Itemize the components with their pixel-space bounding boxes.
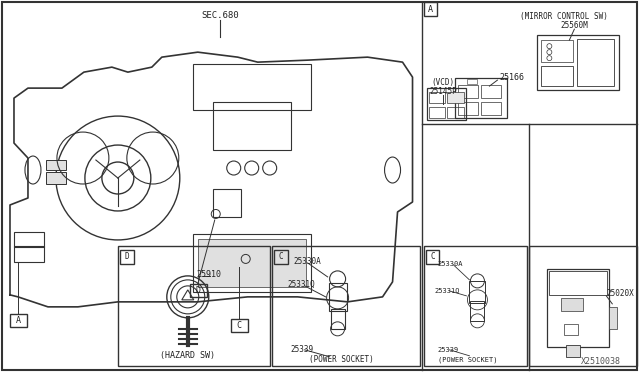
- Bar: [212, 189, 241, 217]
- Bar: [424, 2, 438, 16]
- Bar: [541, 40, 573, 62]
- Text: 25910: 25910: [196, 270, 221, 279]
- Bar: [120, 250, 134, 264]
- Bar: [566, 345, 580, 357]
- Bar: [10, 314, 27, 327]
- Bar: [458, 85, 479, 98]
- Bar: [212, 102, 291, 150]
- Bar: [529, 246, 637, 366]
- Text: (POWER SOCKET): (POWER SOCKET): [309, 355, 374, 364]
- Bar: [272, 246, 419, 366]
- Text: (MIRROR CONTROL SW): (MIRROR CONTROL SW): [520, 12, 608, 21]
- Bar: [328, 283, 347, 311]
- Text: (POWER SOCKET): (POWER SOCKET): [438, 356, 497, 363]
- Bar: [198, 239, 306, 287]
- Bar: [429, 107, 445, 118]
- Text: 25331Q: 25331Q: [435, 287, 460, 293]
- Text: 25166: 25166: [499, 73, 524, 81]
- Bar: [541, 66, 573, 86]
- Bar: [549, 271, 607, 295]
- Bar: [193, 64, 310, 110]
- Text: 25330A: 25330A: [438, 261, 463, 267]
- Bar: [564, 324, 579, 335]
- Bar: [426, 250, 440, 264]
- Bar: [193, 234, 310, 292]
- Text: SEC.680: SEC.680: [201, 11, 239, 20]
- Bar: [458, 102, 479, 115]
- Text: 25331Q: 25331Q: [287, 280, 316, 289]
- Bar: [447, 92, 465, 103]
- Bar: [577, 39, 614, 86]
- Bar: [481, 85, 501, 98]
- Bar: [118, 246, 269, 366]
- Bar: [547, 269, 609, 347]
- Text: C: C: [430, 253, 435, 262]
- Bar: [538, 35, 620, 90]
- Bar: [46, 172, 66, 184]
- Text: 25145P: 25145P: [429, 87, 458, 96]
- Bar: [46, 160, 66, 170]
- Text: C: C: [236, 321, 241, 330]
- Text: 25330A: 25330A: [294, 257, 321, 266]
- Text: X2510038: X2510038: [581, 357, 621, 366]
- Text: (HAZARD SW): (HAZARD SW): [160, 351, 215, 360]
- Text: 25560M: 25560M: [561, 21, 588, 30]
- Bar: [609, 307, 618, 329]
- Text: 25339: 25339: [438, 347, 459, 353]
- Text: 25339: 25339: [291, 345, 314, 354]
- Text: C: C: [278, 253, 283, 262]
- Bar: [190, 284, 207, 297]
- Bar: [331, 309, 344, 329]
- Text: D: D: [125, 253, 129, 262]
- Text: 25020X: 25020X: [606, 289, 634, 298]
- Bar: [470, 301, 484, 321]
- Text: (VCD): (VCD): [431, 78, 454, 87]
- Bar: [470, 281, 485, 303]
- Text: D: D: [195, 286, 200, 295]
- Bar: [274, 250, 287, 264]
- Bar: [456, 78, 508, 118]
- Bar: [426, 88, 467, 120]
- Bar: [231, 319, 248, 332]
- Bar: [14, 246, 44, 262]
- Text: A: A: [15, 316, 20, 326]
- Bar: [424, 246, 527, 366]
- Bar: [481, 102, 501, 115]
- Bar: [561, 298, 583, 311]
- Bar: [467, 79, 477, 84]
- Bar: [429, 92, 445, 103]
- Bar: [447, 107, 465, 118]
- Bar: [14, 232, 44, 247]
- Text: A: A: [428, 5, 433, 14]
